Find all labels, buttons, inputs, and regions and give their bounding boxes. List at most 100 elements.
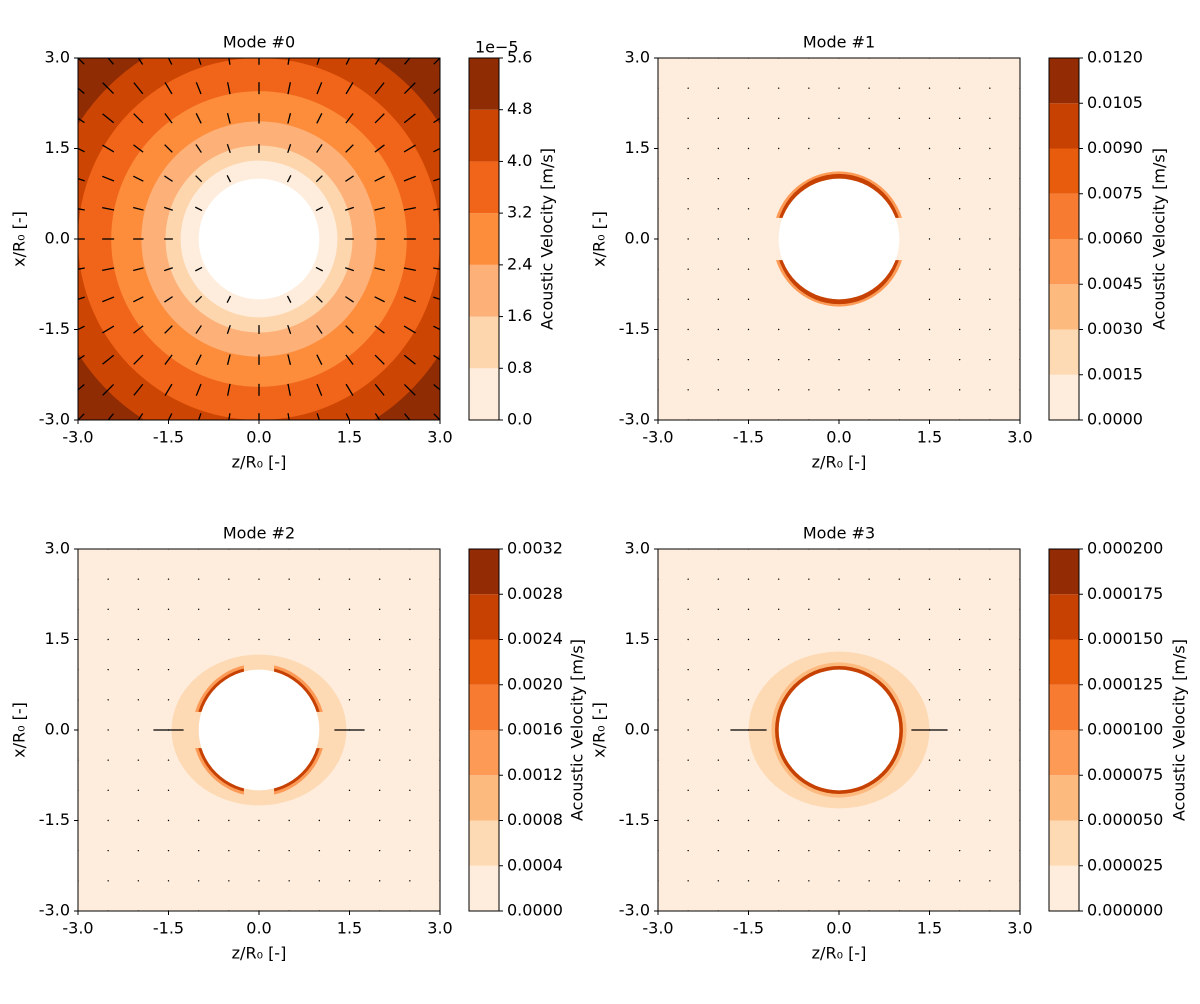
quiver-dot	[928, 87, 931, 89]
colorbar-tick-label: 0.0012	[507, 765, 563, 784]
colorbar-band	[1049, 684, 1079, 730]
quiver-arrow	[102, 296, 115, 303]
quiver-arrow	[316, 58, 321, 65]
quiver-dot	[228, 819, 230, 822]
quiver-dot	[928, 358, 931, 361]
quiver-dot	[687, 358, 689, 361]
quiver-arrow	[164, 296, 173, 303]
quiver-dot	[868, 819, 870, 822]
quiver-dot	[687, 819, 689, 822]
panel-title: Mode #3	[803, 524, 875, 543]
quiver-arrow	[78, 177, 85, 182]
x-tick-label: 3.0	[1007, 428, 1032, 447]
quiver-arrow	[374, 325, 385, 334]
quiver-dot	[167, 759, 170, 761]
colorbar-band	[469, 820, 499, 866]
colorbar-tick-label: 0.000025	[1087, 855, 1163, 874]
quiver-dot	[228, 578, 230, 580]
quiver-arrow	[316, 82, 323, 95]
colorbar-band	[1049, 284, 1079, 330]
quiver-dot	[167, 699, 170, 701]
quiver-dot	[898, 849, 901, 852]
colorbar-tick-label: 0.000050	[1087, 810, 1163, 829]
quiver-arrow	[164, 325, 173, 334]
quiver-arrow	[78, 117, 85, 124]
quiver-dot	[747, 608, 750, 611]
quiver-dot	[777, 880, 780, 882]
quiver-arrow	[316, 383, 323, 396]
quiver-dot	[838, 358, 840, 361]
colorbar-frame	[468, 57, 500, 421]
quiver-dot	[107, 668, 109, 671]
quiver-dot	[838, 880, 840, 882]
colorbar-band	[469, 865, 499, 911]
y-tick-label: -3.0	[619, 410, 650, 429]
quiver-dot	[348, 578, 351, 580]
quiver-dot	[137, 638, 140, 641]
x-tick-label: -1.5	[153, 428, 184, 447]
quiver-dot	[989, 849, 991, 852]
y-tick-label: 1.5	[45, 629, 70, 648]
colorbar-band	[469, 213, 499, 265]
quiver-arrow	[286, 295, 292, 304]
quiver-dot	[898, 87, 901, 89]
quiver-dot	[717, 608, 720, 611]
colorbar-label: Acoustic Velocity [m/s]	[538, 148, 557, 330]
quiver-arrow	[287, 58, 290, 65]
quiver-arrow	[287, 82, 291, 95]
colorbar-tick-label: 0.0024	[507, 629, 563, 648]
y-tick-label: -3.0	[39, 901, 70, 920]
quiver-dot	[838, 147, 840, 150]
quiver-dot	[928, 759, 931, 761]
y-tick-label: -1.5	[619, 319, 650, 338]
colorbar-band	[1049, 58, 1079, 104]
quiver-dot	[717, 699, 720, 701]
colorbar-band	[469, 594, 499, 640]
contour-field	[658, 549, 1020, 911]
quiver-dot	[258, 638, 260, 641]
quiver-arrow	[164, 175, 173, 182]
colorbar-band	[469, 639, 499, 685]
quiver-dot	[958, 298, 961, 301]
quiver-dot	[348, 699, 351, 701]
colorbar-band	[469, 161, 499, 214]
quiver-arrow	[345, 296, 354, 303]
y-tick-label: 3.0	[625, 539, 650, 558]
quiver-dot	[777, 819, 780, 822]
colorbar-band	[1049, 103, 1079, 149]
quiver-arrow	[316, 413, 321, 420]
x-tick-label: 3.0	[1007, 919, 1032, 938]
quiver-dot	[928, 789, 931, 792]
quiver-dot	[777, 117, 780, 120]
x-tick-label: 1.5	[917, 428, 942, 447]
quiver-dot	[258, 608, 260, 611]
x-axis-label: z/R₀ [-]	[812, 944, 867, 963]
quiver-dot	[958, 729, 961, 731]
quiver-arrow	[403, 175, 416, 182]
quiver-dot	[747, 789, 750, 792]
quiver-dot	[838, 389, 840, 391]
quiver-dot	[747, 117, 750, 120]
quiver-dot	[409, 729, 411, 731]
quiver-dot	[137, 729, 140, 731]
quiver-dot	[808, 578, 810, 580]
y-tick-label: 0.0	[45, 229, 70, 248]
quiver-dot	[928, 298, 931, 301]
colorbar-band	[1049, 148, 1079, 194]
colorbar-tick-label: 0.0120	[1087, 48, 1143, 67]
quiver-arrow	[315, 175, 323, 183]
quiver-dot	[378, 608, 381, 611]
quiver-dot	[868, 389, 870, 391]
quiver-dot	[808, 117, 810, 120]
quiver-dot	[107, 759, 109, 761]
quiver-arrow	[287, 324, 292, 335]
quiver-dot	[717, 238, 720, 240]
quiver-dot	[958, 578, 961, 580]
quiver-dot	[777, 389, 780, 391]
colorbar-tick-label: 0.0060	[1087, 229, 1143, 248]
x-tick-label: 1.5	[337, 919, 362, 938]
colorbar-band	[469, 368, 499, 420]
quiver-dot	[107, 789, 109, 792]
quiver-dot	[137, 668, 140, 671]
quiver-dot	[838, 638, 840, 641]
